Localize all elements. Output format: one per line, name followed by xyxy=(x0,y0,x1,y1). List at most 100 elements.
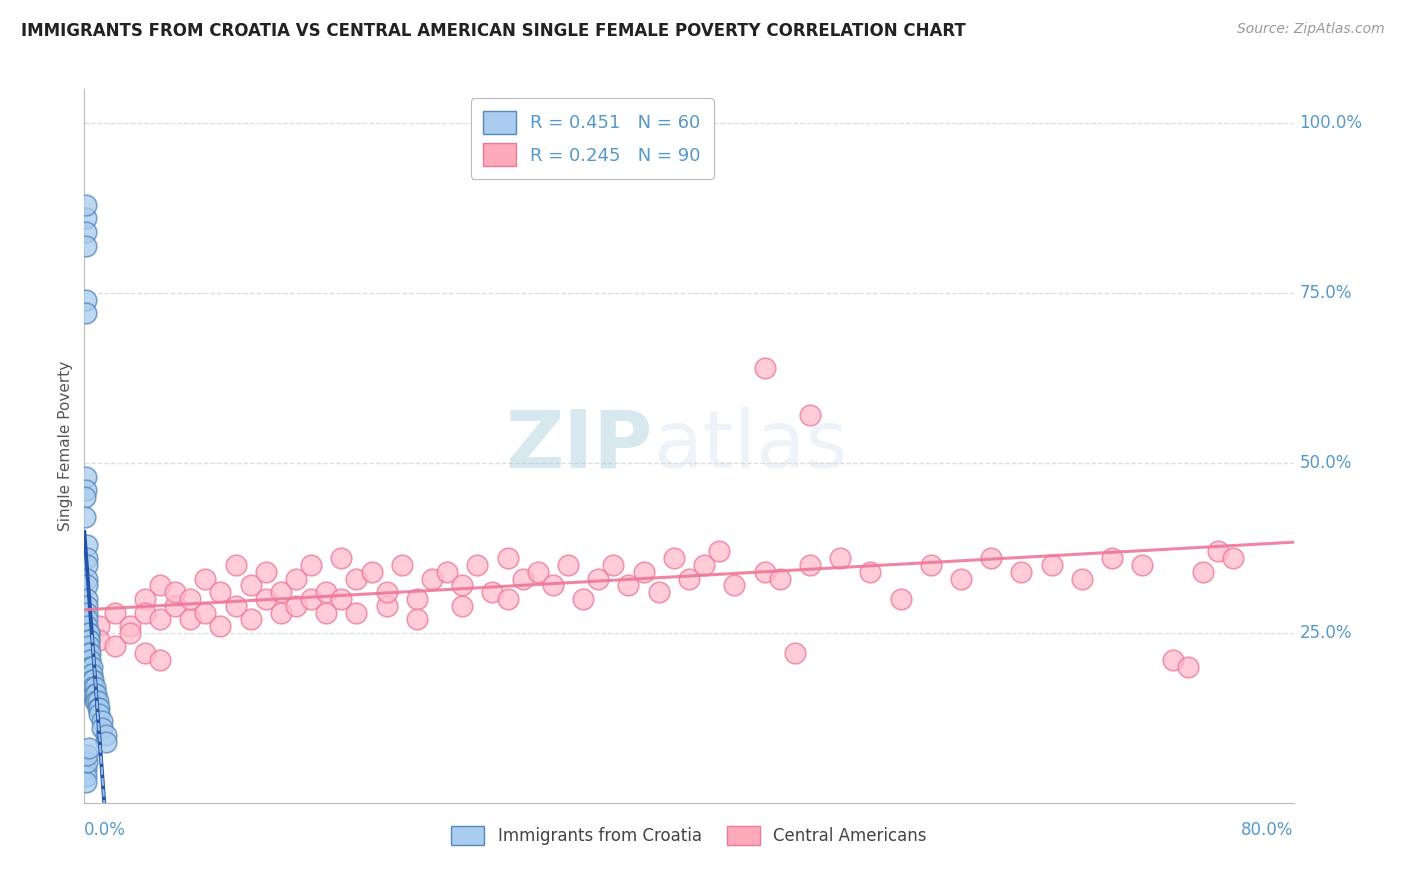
Point xyxy=(557,558,579,572)
Text: 100.0%: 100.0% xyxy=(1299,114,1362,132)
Point xyxy=(678,572,700,586)
Point xyxy=(80,673,103,688)
Point xyxy=(79,673,101,688)
Point xyxy=(1161,653,1184,667)
Y-axis label: Single Female Poverty: Single Female Poverty xyxy=(58,361,73,531)
Text: 0.0%: 0.0% xyxy=(84,821,127,838)
Point xyxy=(75,762,97,776)
Text: 50.0%: 50.0% xyxy=(1299,454,1353,472)
Point xyxy=(799,558,821,572)
Point xyxy=(420,572,443,586)
Point xyxy=(1101,551,1123,566)
Point xyxy=(104,606,127,620)
Point xyxy=(91,714,114,729)
Point xyxy=(451,599,474,613)
Point xyxy=(77,632,100,647)
Point xyxy=(89,619,111,633)
Point xyxy=(315,606,337,620)
Point xyxy=(1374,409,1396,423)
Point xyxy=(1071,572,1094,586)
Point xyxy=(481,585,503,599)
Point xyxy=(89,632,111,647)
Point xyxy=(76,537,98,551)
Point xyxy=(79,646,101,660)
Point xyxy=(76,606,98,620)
Point xyxy=(299,591,322,606)
Text: atlas: atlas xyxy=(652,407,846,485)
Point xyxy=(662,551,685,566)
Point xyxy=(1011,565,1033,579)
Point xyxy=(496,591,519,606)
Point xyxy=(270,606,292,620)
Point xyxy=(375,585,398,599)
Point xyxy=(76,612,98,626)
Point xyxy=(75,775,97,789)
Point xyxy=(84,694,107,708)
Point xyxy=(194,572,217,586)
Point xyxy=(91,721,114,735)
Point xyxy=(239,612,262,626)
Point xyxy=(225,599,247,613)
Point xyxy=(134,646,156,660)
Point xyxy=(84,680,107,694)
Point xyxy=(94,734,117,748)
Point xyxy=(602,558,624,572)
Point xyxy=(299,558,322,572)
Point xyxy=(950,572,973,586)
Point xyxy=(79,666,101,681)
Point xyxy=(572,591,595,606)
Text: IMMIGRANTS FROM CROATIA VS CENTRAL AMERICAN SINGLE FEMALE POVERTY CORRELATION CH: IMMIGRANTS FROM CROATIA VS CENTRAL AMERI… xyxy=(21,22,966,40)
Point xyxy=(330,551,353,566)
Text: Source: ZipAtlas.com: Source: ZipAtlas.com xyxy=(1237,22,1385,37)
Point xyxy=(76,572,98,586)
Point xyxy=(76,558,98,572)
Point xyxy=(75,211,97,226)
Point xyxy=(75,225,97,239)
Point xyxy=(80,660,103,674)
Point xyxy=(496,551,519,566)
Point xyxy=(76,578,98,592)
Point xyxy=(754,565,776,579)
Point xyxy=(89,700,111,714)
Point xyxy=(1130,558,1153,572)
Point xyxy=(75,490,97,504)
Point xyxy=(75,198,97,212)
Point xyxy=(375,599,398,613)
Point xyxy=(754,360,776,375)
Point xyxy=(75,306,97,320)
Point xyxy=(75,238,97,252)
Point xyxy=(79,653,101,667)
Point xyxy=(86,687,108,701)
Point xyxy=(859,565,882,579)
Point xyxy=(360,565,382,579)
Point xyxy=(239,578,262,592)
Point xyxy=(76,551,98,566)
Point xyxy=(86,694,108,708)
Point xyxy=(436,565,458,579)
Point xyxy=(80,666,103,681)
Point xyxy=(82,673,104,688)
Point xyxy=(76,591,98,606)
Point xyxy=(87,694,110,708)
Point xyxy=(693,558,716,572)
Point xyxy=(617,578,640,592)
Point xyxy=(94,728,117,742)
Point xyxy=(980,551,1002,566)
Legend: Immigrants from Croatia, Central Americans: Immigrants from Croatia, Central America… xyxy=(444,819,934,852)
Point xyxy=(104,640,127,654)
Point xyxy=(82,687,104,701)
Point xyxy=(165,599,187,613)
Point xyxy=(75,469,97,483)
Point xyxy=(75,510,97,524)
Point xyxy=(134,591,156,606)
Point xyxy=(920,558,942,572)
Point xyxy=(77,646,100,660)
Point xyxy=(406,591,429,606)
Point xyxy=(76,599,98,613)
Point xyxy=(77,640,100,654)
Point xyxy=(799,409,821,423)
Point xyxy=(588,572,610,586)
Point xyxy=(79,660,101,674)
Point xyxy=(467,558,489,572)
Text: 25.0%: 25.0% xyxy=(1299,624,1353,642)
